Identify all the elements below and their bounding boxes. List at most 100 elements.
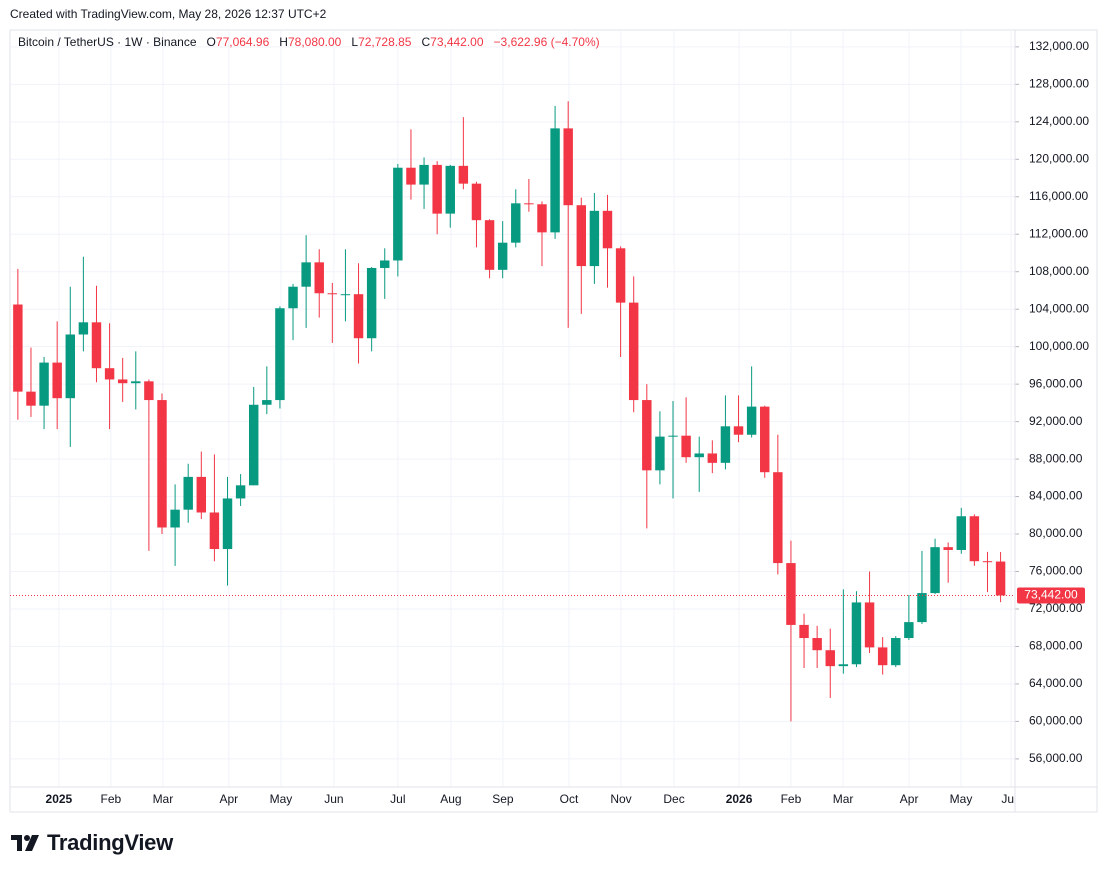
candle-body [995,561,1006,596]
candle-body [157,400,167,528]
x-tick-label: Mar [833,792,854,806]
candle-body [170,509,180,528]
y-tick-label: 64,000.00 [1029,676,1083,690]
candle-body [497,242,508,270]
x-tick-label: Aug [440,792,461,806]
candle-body [209,512,220,550]
x-tick-label: Mar [153,792,174,806]
x-tick-label: Nov [610,792,631,806]
candle-body [681,435,691,458]
x-tick-label: Feb [101,792,122,806]
x-tick-label: Oct [560,792,579,806]
candle-body [484,220,495,270]
y-tick-label: 92,000.00 [1029,414,1083,428]
x-tick-label: Jul [390,792,405,806]
candle-body [615,248,626,303]
candle-body [891,638,901,666]
candle-body [773,472,783,564]
candle-body [26,391,36,406]
candle-body [537,204,547,233]
candle-body [746,406,757,435]
candle-body [576,205,587,267]
candle-body [340,294,351,296]
candle-body [196,476,207,513]
ohlc-value: 78,080.00 [287,35,342,49]
price-axis-bg [1015,787,1097,812]
candle-body [943,547,953,550]
candle-body [39,362,49,406]
x-tick-label: May [950,792,973,806]
y-tick-label: 80,000.00 [1029,526,1083,540]
candle-body [524,203,534,205]
change-pct: (−4.70%) [550,35,600,49]
candle-body [982,561,993,563]
candle-body [930,547,940,594]
ohlc-letter: L [351,35,359,49]
candle-body [288,286,298,309]
logo-text: TradingView [47,830,173,855]
y-tick-label: 128,000.00 [1029,77,1089,91]
candle-body [956,516,966,550]
y-tick-label: 100,000.00 [1029,339,1089,353]
candle-body [694,453,704,458]
axes: 56,000.00 60,000.00 64,000.00 68,000.00 72,0… [10,30,1097,812]
y-tick-label: 112,000.00 [1029,226,1088,240]
candle-body [380,260,390,268]
candle-body [471,183,482,221]
y-tick-label: 96,000.00 [1029,376,1083,390]
candle-body [262,400,272,405]
ohlc-letter: O [206,35,216,49]
candle-body [864,602,875,648]
candle-body [628,302,639,401]
x-tick-label: Jun [324,792,343,806]
candle-body [78,322,89,335]
x-tick-label: May [270,792,293,806]
candle-body [668,435,678,437]
candle-body [222,498,233,550]
ohlc-value: 77,064.96 [215,35,270,49]
candle-body [602,210,613,249]
candle-body [117,379,128,384]
candle-body [458,165,469,184]
created-note: Created with TradingView.com, May 28, 20… [10,7,327,21]
candle-body [969,516,980,562]
legend: Bitcoin / TetherUS · 1W · Binance O77,06… [18,35,600,49]
candle-body [393,167,403,261]
candle-body [838,664,849,667]
y-tick-label: 84,000.00 [1029,489,1083,503]
candle-body [406,167,416,185]
candle-body [353,294,364,339]
candle-body [183,476,193,510]
candle-body [812,638,822,651]
candle-body [589,210,600,267]
candle-body [707,453,718,463]
y-tick-label: 72,000.00 [1029,601,1083,615]
ohlc-value: 73,442.00 [430,35,484,49]
candle-body [144,381,154,401]
y-tick-label: 88,000.00 [1029,451,1083,465]
y-tick-label: 116,000.00 [1029,189,1088,203]
candle-body [733,426,744,435]
candle-body [275,308,285,401]
candle-body [877,647,888,666]
y-tick-label: 56,000.00 [1029,751,1083,765]
ohlc-value: 72,728.85 [358,35,412,49]
candle-body [799,624,809,639]
candle-body [642,400,652,471]
candle-body [248,404,259,486]
candle-body [327,293,338,295]
candle-body [131,381,141,384]
x-tick-label: 2025 [46,792,73,806]
x-tick-label: Apr [900,792,919,806]
candle-body [366,267,377,339]
candles [13,101,1006,722]
candle-body [104,368,115,380]
y-tick-label: 124,000.00 [1029,114,1089,128]
candle-body [52,362,62,399]
candle-body [760,406,770,473]
logo: TradingView [11,830,173,856]
logo-icon [11,835,39,851]
candle-body [563,128,573,206]
symbol: Bitcoin / TetherUS · 1W · Binance [18,35,197,49]
candle-body [511,203,521,243]
